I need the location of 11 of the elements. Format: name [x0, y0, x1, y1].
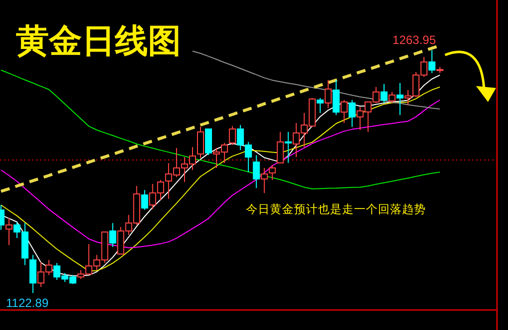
- annotation: 1263.95: [392, 33, 436, 47]
- candlestick: [396, 82, 404, 116]
- candlestick: [260, 167, 268, 194]
- text: 1122.89: [6, 296, 49, 310]
- candlestick: [5, 218, 12, 246]
- chart-title: 黄金日线图: [16, 21, 181, 60]
- candlestick: [284, 131, 292, 164]
- annotation: 今日黄金预计也是走一个回落趋势: [246, 202, 426, 216]
- candlestick: [29, 254, 36, 294]
- candlestick: [252, 154, 260, 189]
- candlestick: [324, 80, 332, 108]
